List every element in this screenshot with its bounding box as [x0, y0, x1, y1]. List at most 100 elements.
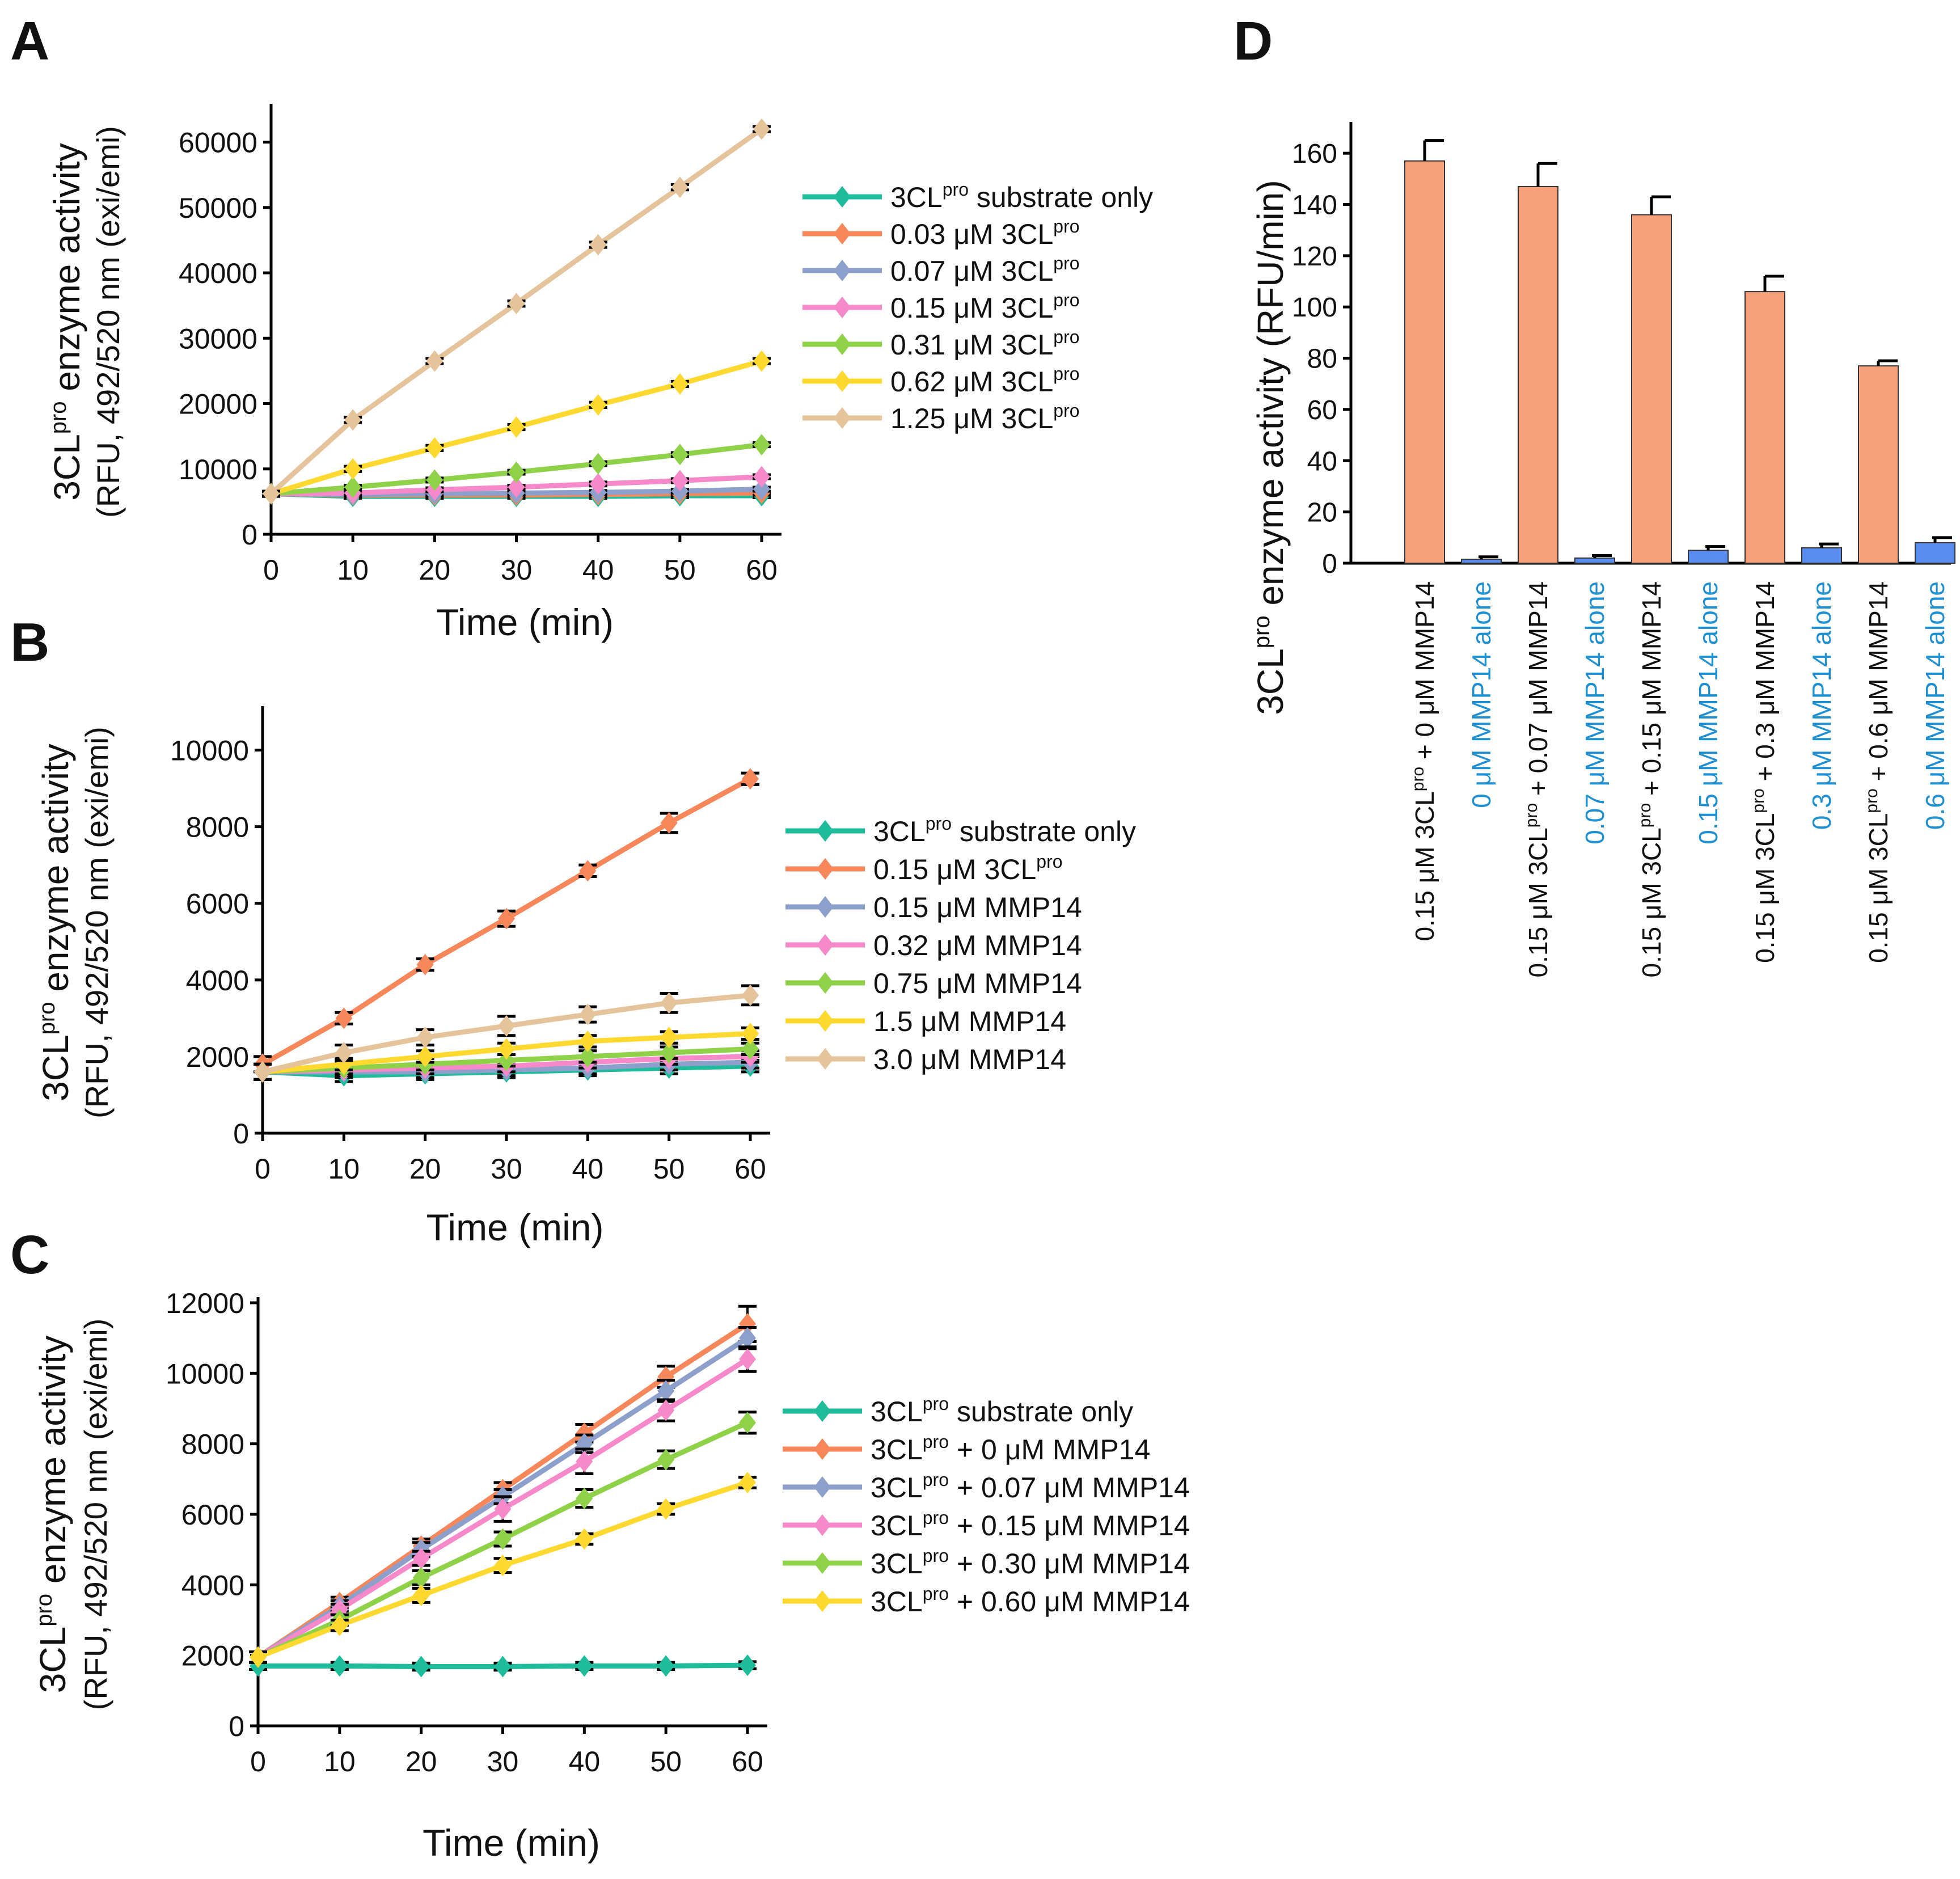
legend-swatch-marker	[814, 1476, 831, 1498]
panel-label-a: A	[10, 11, 49, 71]
data-point	[508, 476, 525, 499]
bar-alone	[1915, 542, 1955, 564]
legend-entry-sup: pro	[1053, 253, 1079, 273]
data-point	[742, 1023, 759, 1045]
x-category-label-sup: pro	[1409, 767, 1427, 791]
legend-entry-text: 0.62 μM 3CL	[890, 366, 1053, 398]
legend-entry-text: 3CL	[871, 1434, 923, 1466]
data-point	[753, 478, 770, 500]
data-point	[416, 1045, 434, 1067]
y-tick-label: 8000	[181, 1429, 244, 1460]
data-point	[742, 1038, 759, 1060]
data-point	[657, 1380, 675, 1402]
y-axis-label-sup: pro	[46, 402, 71, 434]
legend-entry-text: 3CL	[871, 1586, 923, 1618]
data-point	[331, 1614, 348, 1636]
y-tick-label: 60000	[179, 127, 257, 159]
x-tick-label: 60	[732, 1746, 763, 1777]
legend-entry: 3CLpro + 0.15 μM MMP14	[871, 1508, 1190, 1542]
legend-swatch-marker	[814, 1590, 831, 1612]
bar-group-1	[1518, 162, 1615, 564]
bar-group-0	[1404, 139, 1502, 564]
y-axis-label-sup: pro	[1249, 615, 1274, 648]
x-category-label-alone: 0.3 μM MMP14 alone	[1807, 581, 1836, 830]
y-tick-label: 6000	[181, 1499, 244, 1531]
data-point	[335, 1007, 353, 1029]
data-point	[426, 350, 443, 372]
data-point	[589, 394, 607, 416]
x-axis-label: Time (min)	[426, 1206, 604, 1248]
y-axis-label-part: 3CL	[35, 1034, 76, 1101]
y-tick-label: 10000	[166, 1358, 244, 1390]
legend-swatch-marker	[817, 858, 834, 880]
data-point	[589, 473, 607, 495]
bar-alone	[1574, 557, 1615, 564]
data-point	[412, 1584, 430, 1606]
data-point	[671, 444, 688, 466]
y-tick-label: 0	[1322, 549, 1337, 579]
y-tick-label: 10000	[179, 454, 257, 485]
legend-entry-sup: pro	[1053, 400, 1079, 421]
legend-swatch-marker	[814, 1552, 831, 1574]
bar-combined	[1858, 365, 1899, 564]
x-tick-label: 10	[328, 1153, 360, 1185]
legend-swatch-marker	[834, 260, 851, 281]
y-axis-label-sup: pro	[32, 1594, 57, 1627]
bar-group-2	[1631, 195, 1729, 564]
panel-label-c: C	[10, 1224, 49, 1285]
legend-swatch-marker	[834, 333, 851, 355]
data-point	[739, 1327, 756, 1349]
data-point	[412, 1566, 430, 1589]
x-tick-label: 50	[650, 1746, 682, 1777]
legend-entry-sup: pro	[926, 813, 952, 834]
legend-entry-text: 0.31 μM 3CL	[890, 329, 1053, 361]
data-point	[657, 1498, 675, 1520]
x-category-label-part: + 0.3 μM MMP14	[1750, 581, 1780, 788]
y-tick-label: 60	[1307, 395, 1337, 425]
x-tick-label: 50	[664, 554, 696, 586]
legend-entry: 1.5 μM MMP14	[873, 1006, 1066, 1037]
data-point	[494, 1555, 512, 1577]
bar-combined	[1744, 291, 1785, 564]
data-point	[671, 470, 688, 492]
x-category-label-part: + 0.07 μM MMP14	[1523, 581, 1553, 803]
legend-entry-sup: pro	[1053, 216, 1079, 237]
x-tick-label: 20	[405, 1746, 437, 1777]
legend-entry: 3CLpro + 0 μM MMP14	[871, 1432, 1150, 1466]
legend-swatch-marker	[834, 407, 851, 429]
data-point	[576, 1528, 593, 1550]
x-category-label: 0.15 μM 3CLpro + 0.07 μM MMP14	[1522, 581, 1553, 978]
x-tick-label: 20	[419, 554, 451, 586]
legend-entry-sup: pro	[1053, 327, 1079, 347]
y-tick-label: 100	[1292, 293, 1337, 323]
y-tick-label: 4000	[186, 965, 249, 996]
legend-entry-text: + 0.60 μM MMP14	[949, 1586, 1190, 1618]
data-point	[579, 1045, 597, 1067]
x-category-label-alone: 0 μM MMP14 alone	[1467, 581, 1496, 808]
data-point	[657, 1366, 675, 1388]
data-point	[739, 1313, 756, 1335]
data-point	[416, 1027, 434, 1049]
x-category-label-sup: pro	[1636, 803, 1654, 827]
bar-combined	[1404, 160, 1445, 564]
legend-entry-sup: pro	[923, 1508, 949, 1528]
x-category-label-part: 0.15 μM 3CL	[1750, 813, 1780, 963]
legend-entry-sup: pro	[923, 1432, 949, 1452]
data-point	[494, 1498, 512, 1520]
data-point	[589, 234, 607, 256]
legend-swatch-marker	[834, 297, 851, 318]
y-tick-label: 20	[1307, 498, 1337, 528]
legend-entry: 3CLpro substrate only	[873, 813, 1136, 847]
legend-entry-text: 0.15 μM 3CL	[873, 854, 1036, 885]
legend-entry-text: 3CL	[873, 816, 926, 847]
data-point	[739, 1348, 756, 1370]
x-tick-label: 30	[487, 1746, 519, 1777]
y-axis-label: 3CLpro enzyme activity (RFU/min)	[1249, 180, 1291, 715]
legend-entry-text: + 0.30 μM MMP14	[949, 1548, 1190, 1580]
legend-entry-text: 3CL	[871, 1510, 923, 1542]
x-axis-label: Time (min)	[423, 1822, 600, 1864]
x-tick-label: 60	[734, 1153, 766, 1185]
x-category-label-alone: 0.15 μM MMP14 alone	[1693, 581, 1723, 845]
